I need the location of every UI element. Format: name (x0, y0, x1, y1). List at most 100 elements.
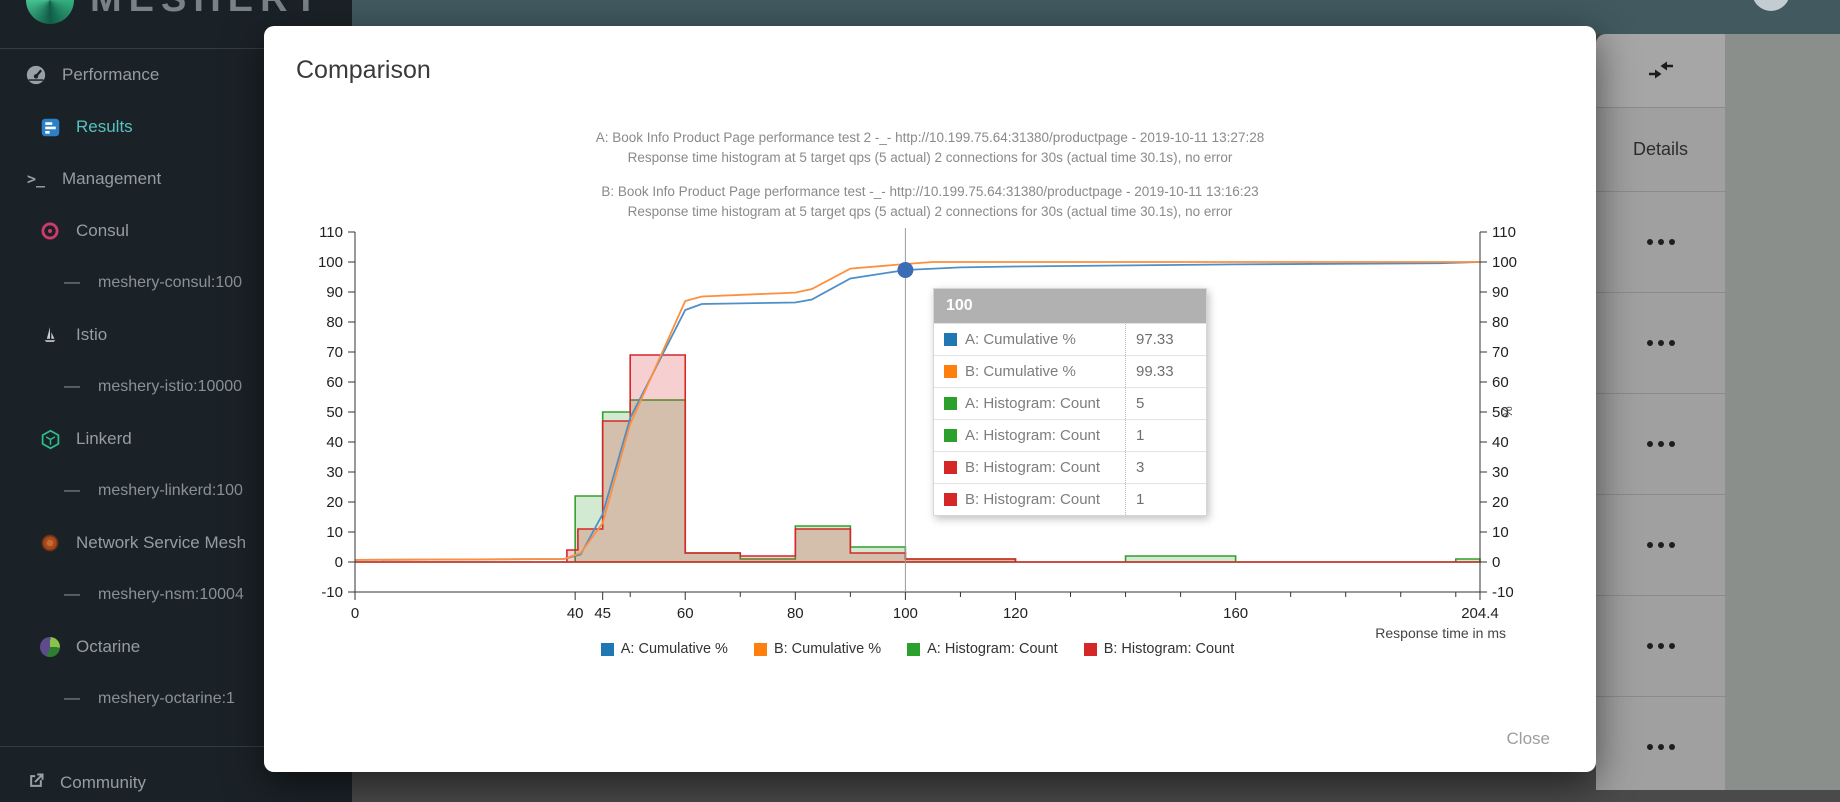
x-axis-title: Response time in ms (1375, 625, 1506, 641)
sidebar-item-label: Consul (76, 221, 129, 240)
x-axis-tick-label: 0 (351, 605, 359, 622)
sidebar-item-label: Octarine (76, 637, 141, 656)
external-link-icon (26, 771, 46, 796)
table-row (1596, 697, 1725, 790)
row-menu-ellipsis-icon[interactable] (1646, 542, 1675, 548)
tooltip-row: A: Histogram: Count 1 (934, 419, 1206, 451)
page-background-right (1725, 34, 1840, 790)
sidebar-item-label: Linkerd (76, 429, 132, 448)
table-row (1596, 293, 1725, 394)
sidebar-item-istio[interactable]: Istio (0, 309, 352, 361)
row-menu-ellipsis-icon[interactable] (1646, 441, 1675, 447)
sidebar-item-performance[interactable]: Performance (0, 49, 352, 101)
table-row (1596, 394, 1725, 495)
sidebar-nav: Performance Results >_ Management Consul — mes… (0, 49, 352, 725)
row-menu-ellipsis-icon[interactable] (1646, 643, 1675, 649)
dash-icon: — (64, 378, 80, 395)
tooltip-value: 99.33 (1125, 356, 1206, 387)
y-axis-tick-label-right: 60 (1492, 374, 1509, 391)
tooltip-swatch (944, 365, 957, 378)
tooltip-value: 5 (1125, 388, 1206, 419)
close-button[interactable]: Close (1501, 728, 1556, 750)
chart-title-line: B: Book Info Product Page performance te… (601, 184, 1259, 199)
row-menu-ellipsis-icon[interactable] (1646, 239, 1675, 245)
legend-label: B: Cumulative % (773, 641, 882, 657)
sidebar-item-community[interactable]: Community (0, 760, 352, 802)
tooltip-value: 3 (1125, 452, 1206, 483)
legend-swatch (1083, 642, 1097, 656)
focused-data-point[interactable] (897, 262, 914, 279)
y-axis-tick-label: 20 (326, 494, 343, 511)
avatar[interactable] (1752, 0, 1790, 11)
tooltip-row: A: Histogram: Count 5 (934, 387, 1206, 419)
tooltip-swatch (944, 461, 957, 474)
sidebar-item-label: meshery-consul:100 (98, 274, 243, 291)
sidebar-item-meshery-nsm-10004[interactable]: — meshery-nsm:10004 (0, 569, 352, 621)
legend-label: A: Histogram: Count (927, 641, 1058, 657)
table-header-details: Details (1596, 108, 1725, 192)
table-header-details-label: Details (1632, 139, 1689, 159)
cumulative-line (354, 261, 1481, 561)
tooltip-swatch (944, 429, 957, 442)
sidebar-item-label: Results (76, 117, 133, 136)
sidebar-item-meshery-linkerd-100[interactable]: — meshery-linkerd:100 (0, 465, 352, 517)
y-axis-tick-label: 40 (326, 434, 343, 451)
y-axis-tick-label: 0 (335, 554, 343, 571)
y-axis-tick-label-right: 90 (1492, 284, 1509, 301)
sidebar-item-label: meshery-octarine:1 (98, 690, 235, 707)
dash-icon: — (64, 586, 80, 603)
linkerd-icon (38, 427, 62, 451)
dash-icon: — (64, 690, 80, 707)
sidebar-item-label: Community (60, 773, 146, 792)
y-axis-tick-label: 90 (326, 284, 343, 301)
collapse-columns-button[interactable] (1596, 34, 1725, 108)
table-row (1596, 495, 1725, 596)
consul-icon (38, 219, 62, 243)
legend-item[interactable]: B: Histogram: Count (1083, 641, 1234, 657)
chart-legend: A: Cumulative % B: Cumulative % A: Histogr… (355, 641, 1480, 657)
tooltip-swatch (944, 333, 957, 346)
x-axis-tick-label: 100 (893, 605, 918, 622)
histogram-area (355, 399, 1481, 563)
tooltip-series-name: B: Histogram: Count (965, 459, 1101, 476)
sidebar-item-octarine[interactable]: Octarine (0, 621, 352, 673)
terminal-icon: >_ (26, 170, 46, 188)
tooltip-row: A: Cumulative % 97.33 (934, 323, 1206, 355)
results-icon (38, 115, 62, 139)
sidebar-item-label: Network Service Mesh (76, 533, 247, 552)
legend-item[interactable]: A: Histogram: Count (907, 641, 1058, 657)
sidebar-item-network-service-mesh[interactable]: Network Service Mesh (0, 517, 352, 569)
tooltip-header: 100 (934, 289, 1206, 323)
tooltip-row: B: Histogram: Count 3 (934, 451, 1206, 483)
sidebar-item-consul[interactable]: Consul (0, 205, 352, 257)
histogram-area (355, 354, 1480, 563)
tooltip-swatch (944, 493, 957, 506)
sidebar-item-linkerd[interactable]: Linkerd (0, 413, 352, 465)
sidebar-item-meshery-istio-10000[interactable]: — meshery-istio:10000 (0, 361, 352, 413)
nsm-icon (38, 531, 62, 555)
logo-row[interactable]: MESHERY (0, 0, 352, 49)
y-axis-tick-label-right: 20 (1492, 494, 1509, 511)
sidebar-item-results[interactable]: Results (0, 101, 352, 153)
sidebar-item-management[interactable]: >_ Management (0, 153, 352, 205)
legend-item[interactable]: B: Cumulative % (753, 641, 882, 657)
x-axis-tick-label: 80 (787, 605, 804, 622)
y-axis-tick-label: 10 (326, 524, 343, 541)
sidebar-item-label: meshery-nsm:10004 (98, 586, 244, 603)
tooltip-series-name: B: Histogram: Count (965, 491, 1101, 508)
sidebar-divider (0, 746, 352, 747)
meshery-logo-text: MESHERY (90, 0, 326, 21)
tooltip-series-name: B: Cumulative % (965, 363, 1076, 380)
y-axis-tick-label: -10 (321, 584, 343, 601)
table-row (1596, 192, 1725, 293)
y-axis-tick-label: 30 (326, 464, 343, 481)
sidebar-item-meshery-consul-100[interactable]: — meshery-consul:100 (0, 257, 352, 309)
legend-item[interactable]: A: Cumulative % (600, 641, 728, 657)
sidebar-item-meshery-octarine-1[interactable]: — meshery-octarine:1 (0, 673, 352, 725)
collapse-columns-icon (1648, 61, 1673, 78)
y-axis-tick-label-right: 70 (1492, 344, 1509, 361)
tooltip-series-name: A: Histogram: Count (965, 395, 1101, 412)
row-menu-ellipsis-icon[interactable] (1646, 744, 1675, 750)
row-menu-ellipsis-icon[interactable] (1646, 340, 1675, 346)
